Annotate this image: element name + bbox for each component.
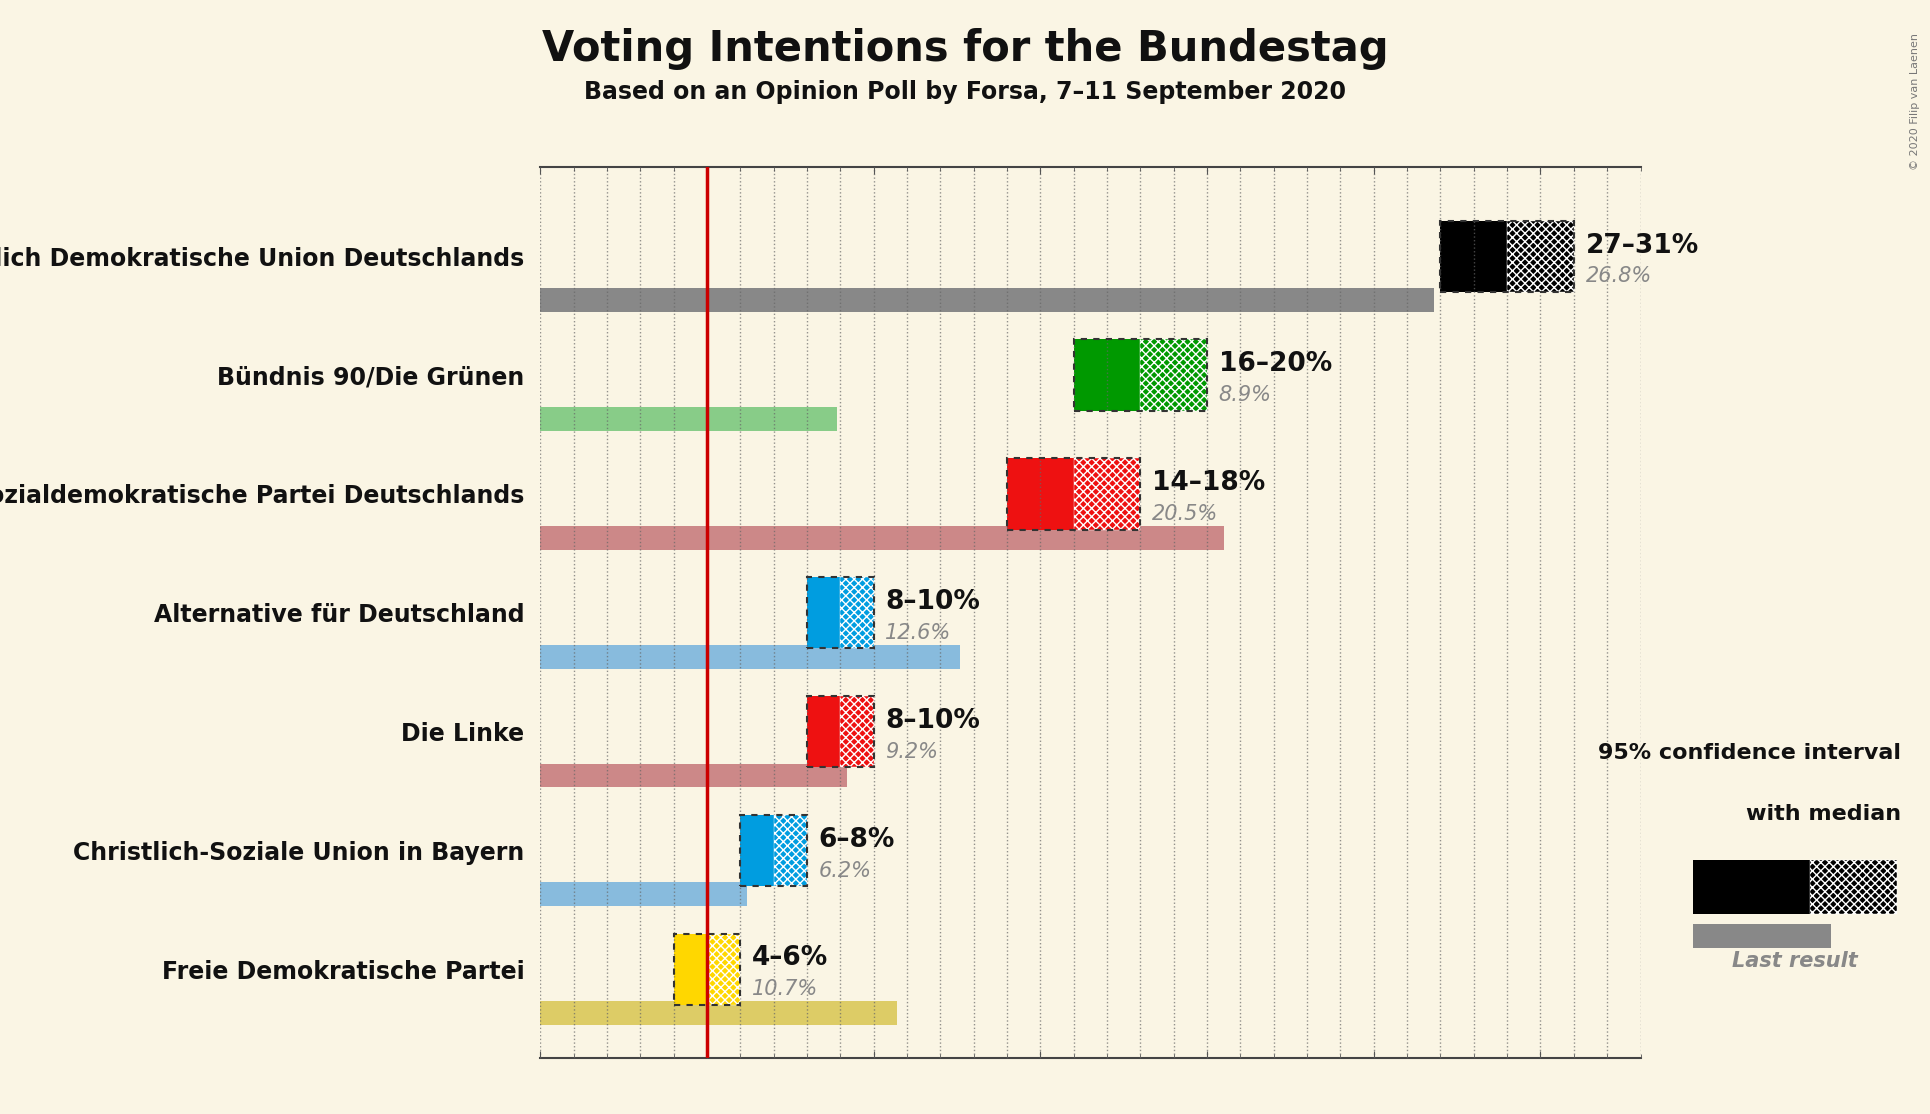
Text: 10.7%: 10.7% (753, 979, 818, 999)
Text: 4–6%: 4–6% (753, 946, 828, 971)
Bar (1141, 340, 1206, 411)
Bar (1073, 458, 1141, 529)
Bar (540, 763, 847, 788)
Bar (1073, 340, 1141, 411)
Bar (807, 577, 874, 648)
Bar (540, 1001, 897, 1025)
Text: 6–8%: 6–8% (818, 827, 896, 852)
Bar (1507, 221, 1573, 292)
Bar (1007, 458, 1141, 529)
Text: Based on an Opinion Poll by Forsa, 7–11 September 2020: Based on an Opinion Poll by Forsa, 7–11 … (585, 80, 1345, 105)
Text: 26.8%: 26.8% (1586, 266, 1652, 286)
Bar (674, 934, 741, 1005)
Text: © 2020 Filip van Laenen: © 2020 Filip van Laenen (1911, 33, 1920, 170)
Text: 95% confidence interval: 95% confidence interval (1598, 743, 1901, 763)
Bar (1007, 458, 1073, 529)
Text: with median: with median (1747, 804, 1901, 824)
Text: 6.2%: 6.2% (818, 860, 872, 880)
Text: Voting Intentions for the Bundestag: Voting Intentions for the Bundestag (542, 28, 1388, 70)
Text: 8–10%: 8–10% (886, 589, 980, 615)
Text: 20.5%: 20.5% (1152, 504, 1218, 524)
Bar (1440, 221, 1507, 292)
Text: 8.9%: 8.9% (1220, 385, 1272, 405)
Bar (1693, 924, 1832, 948)
Text: 14–18%: 14–18% (1152, 470, 1266, 496)
Text: Last result: Last result (1731, 950, 1859, 970)
Text: 9.2%: 9.2% (886, 742, 938, 762)
Bar (1440, 221, 1573, 292)
Bar (774, 814, 807, 886)
Bar (540, 526, 1224, 549)
Bar (1693, 860, 1810, 915)
Text: 8–10%: 8–10% (886, 707, 980, 734)
Bar (741, 814, 774, 886)
Bar (540, 882, 747, 906)
Text: 27–31%: 27–31% (1586, 233, 1698, 258)
Text: 12.6%: 12.6% (886, 623, 951, 643)
Bar (540, 289, 1434, 312)
Bar (840, 696, 874, 768)
Bar (807, 696, 840, 768)
Bar (1073, 340, 1206, 411)
Bar (540, 407, 838, 431)
Bar (1810, 860, 1897, 915)
Bar (807, 577, 840, 648)
Text: 16–20%: 16–20% (1220, 351, 1332, 378)
Bar (706, 934, 741, 1005)
Bar (540, 645, 961, 668)
Bar (674, 934, 706, 1005)
Bar (840, 577, 874, 648)
Bar (741, 814, 807, 886)
Bar (807, 696, 874, 768)
